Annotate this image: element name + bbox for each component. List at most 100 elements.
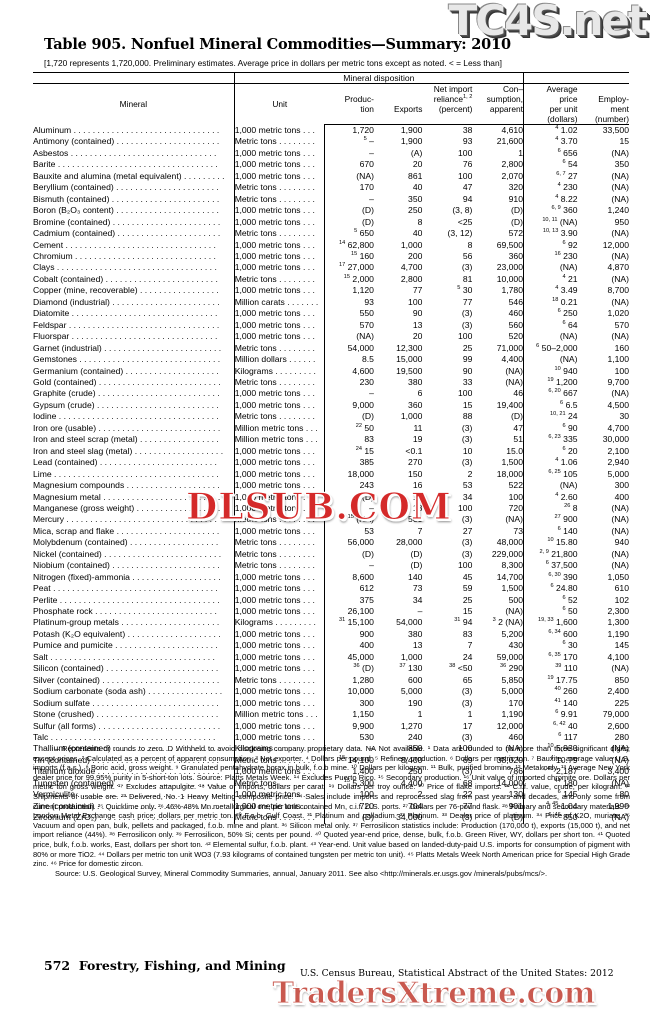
exports-value: 1,000 <box>400 239 423 250</box>
employment-value: (NA) <box>611 228 629 239</box>
cell-production: – <box>324 388 374 400</box>
cell-exports: 90 <box>374 308 423 319</box>
nir-value: 8 <box>467 239 473 250</box>
mineral-label: Magnesium compounds . . . . . . . . . . … <box>33 480 220 491</box>
cell-employment: 1,050 <box>578 572 629 583</box>
nir-value: <25 <box>457 216 473 227</box>
cell-mineral: Sodium sulfate . . . . . . . . . . . . .… <box>33 698 234 709</box>
cell-employment: 8,700 <box>578 285 629 296</box>
unit-label: Metric tons . . . . . . . . <box>234 777 315 788</box>
production-value: 54,000 <box>347 342 374 353</box>
nir-value: 38 <box>462 125 473 135</box>
cell-employment: 2,600 <box>578 721 629 732</box>
mineral-label: Copper (mine, recoverable) . . . . . . .… <box>33 285 219 296</box>
nir-value: (3, 8) <box>452 205 473 216</box>
mineral-label: Lime . . . . . . . . . . . . . . . . . .… <box>33 468 219 479</box>
cell-consumption: 130 <box>472 789 523 800</box>
nir-value: 17 <box>462 720 473 731</box>
cell-production: (NA) <box>324 331 374 343</box>
table-row: Iron and steel scrap (metal) . . . . . .… <box>33 434 629 446</box>
production-value: (D) <box>362 216 374 227</box>
price-footnote-marker: 40 <box>554 686 561 693</box>
unit-label: Metric tons . . . . . . . . <box>234 193 315 204</box>
cell-mineral: Sulfur (all forms) . . . . . . . . . . .… <box>33 721 234 732</box>
consumption-value: 546 <box>508 296 523 307</box>
mineral-label: Germanium (contained) . . . . . . . . . … <box>33 365 219 376</box>
table-row: Iron and steel slag (metal) . . . . . . … <box>33 445 629 458</box>
exports-value: (D) <box>410 548 423 559</box>
cell-unit: 1,000 metric tons . . . <box>233 205 325 217</box>
cell-exports: 500 <box>374 514 422 525</box>
employment-value: 300 <box>614 480 629 491</box>
price-footnote-marker: 44 <box>554 777 561 784</box>
price-value: 27 <box>567 170 578 181</box>
cell-exports: 18 <box>374 503 423 514</box>
exports-value: – <box>417 606 423 617</box>
cell-production: 56,000 <box>324 537 374 549</box>
table-row: Niobium (contained) . . . . . . . . . . … <box>33 560 629 572</box>
cell-exports: 20 <box>374 159 423 170</box>
cell-production: 385 <box>324 457 374 469</box>
cell-employment: (NA) <box>578 549 629 560</box>
cell-mineral: Potash (K₂O equivalent) . . . . . . . . … <box>33 629 234 640</box>
price-footnote-marker: 16 <box>554 251 561 258</box>
employment-value: 8,700 <box>607 285 629 296</box>
cell-mineral: Diatomite . . . . . . . . . . . . . . . … <box>33 308 234 319</box>
cell-employment: 80 <box>578 789 629 800</box>
consumption-value: 520 <box>508 331 523 342</box>
price-value: 390 <box>563 571 578 582</box>
col-header-employment-line3: (number) <box>577 114 629 125</box>
cell-employment: 30,000 <box>578 434 629 445</box>
consumption-value: 910 <box>508 193 523 204</box>
employment-value: 3,400 <box>607 766 629 777</box>
cell-mineral: Graphite (crude) . . . . . . . . . . . .… <box>33 388 234 399</box>
cell-consumption: 4,610 <box>472 125 523 137</box>
cell-consumption: 1,500 <box>472 583 523 594</box>
nir-value: 10 <box>462 445 473 456</box>
cell-price: 6 92 <box>522 239 578 251</box>
cell-employment: 850 <box>578 675 629 686</box>
consumption-value: 320 <box>508 182 523 193</box>
exports-value: 350 <box>408 193 423 204</box>
nir-value: 25 <box>462 342 473 353</box>
price-value: 117 <box>563 732 578 743</box>
mineral-label: Pumice and pumicite . . . . . . . . . . … <box>33 640 218 651</box>
unit-label: 1,000 metric tons . . . <box>234 606 315 617</box>
cell-exports: 12,300 <box>374 343 422 354</box>
cell-mineral: Tungsten (contained) . . . . . . . . . .… <box>33 778 234 789</box>
production-footnote-marker: 5 <box>354 228 358 235</box>
cell-exports: 19,500 <box>374 366 422 377</box>
consumption-value: 1,500 <box>501 583 523 594</box>
employment-value: 280 <box>614 732 629 743</box>
cell-consumption: 4,400 <box>472 354 523 365</box>
cell-mineral: Diamond (industrial) . . . . . . . . . .… <box>33 297 234 308</box>
cell-consumption: 520 <box>472 331 523 342</box>
consumption-value: 18,000 <box>496 468 523 479</box>
cell-production: 5 – <box>324 136 374 148</box>
cell-unit: Metric tons . . . . . . . . <box>233 548 325 561</box>
cell-exports: 1,900 <box>374 125 423 137</box>
cell-nir: (3) <box>422 698 473 709</box>
cell-production: 83 <box>324 434 374 446</box>
employment-value: 350 <box>614 159 629 170</box>
cell-mineral: Iron and steel scrap (metal) . . . . . .… <box>33 434 234 445</box>
consumption-footnote-marker: 36 <box>500 663 507 670</box>
cell-nir: 22 <box>422 789 473 800</box>
employment-value: 80 <box>619 789 629 800</box>
cell-price: 19, 33 1,600 <box>522 617 578 629</box>
mineral-label: Peat . . . . . . . . . . . . . . . . . .… <box>33 583 218 594</box>
unit-label: 1,000 metric tons . . . <box>234 651 315 662</box>
price-value: 1.06 <box>560 457 578 468</box>
cell-mineral: Pumice and pumicite . . . . . . . . . . … <box>33 640 234 651</box>
col-header-employment-line2: ment <box>610 104 629 114</box>
unit-label: Metric tons . . . . . . . . <box>234 812 315 823</box>
employment-value: 4,870 <box>607 262 629 273</box>
cell-price: 26 8 <box>522 502 578 515</box>
price-value: 335 <box>563 434 578 445</box>
price-footnote-marker: 2, 9 <box>539 548 549 555</box>
cell-mineral: Iron ore (usable) . . . . . . . . . . . … <box>33 423 234 434</box>
table-row: Chromium . . . . . . . . . . . . . . . .… <box>33 250 629 263</box>
cell-mineral: Molybdenum (contained) . . . . . . . . .… <box>33 537 234 548</box>
cell-production: 100 <box>324 789 374 801</box>
cell-consumption: 15.0 <box>472 446 523 457</box>
